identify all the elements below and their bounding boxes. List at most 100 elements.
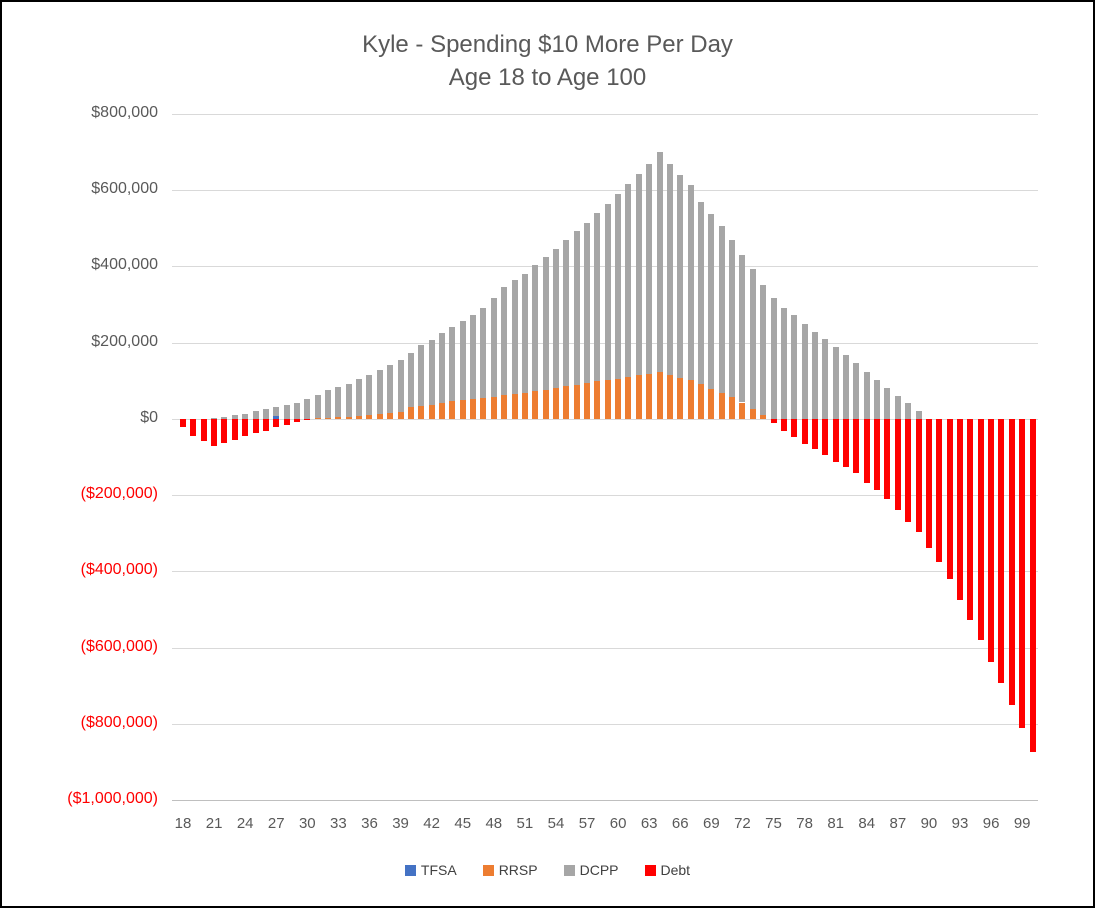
bar-age-85-dcpp [874, 379, 881, 419]
bar-age-76-debt [780, 418, 787, 432]
bar-age-36-dcpp [366, 374, 373, 416]
bar-age-28-dcpp [283, 405, 290, 419]
bar-age-27-debt [273, 418, 280, 428]
y-tick-label: $0 [140, 408, 158, 426]
x-tick-label: 66 [671, 815, 689, 832]
bar-age-98-debt [1008, 418, 1015, 705]
gridline [172, 571, 1038, 573]
legend-item-tfsa: TFSA [404, 862, 457, 878]
x-tick-label: 96 [982, 815, 1000, 832]
bar-age-34-dcpp [345, 383, 352, 417]
x-tick-label: 18 [174, 815, 192, 832]
bar-age-36-rrsp [366, 415, 373, 419]
bar-age-83-debt [853, 418, 860, 474]
y-tick-label: ($600,000) [80, 637, 158, 655]
x-tick-label: 54 [547, 815, 565, 832]
bar-age-68-rrsp [698, 383, 704, 419]
legend-item-dcpp: DCPP [563, 862, 619, 878]
bar-age-90-debt [925, 418, 932, 549]
x-tick-label: 51 [516, 815, 534, 832]
legend: TFSA RRSP DCPP Debt [2, 862, 1093, 878]
x-tick-label: 30 [298, 815, 316, 832]
gridline [172, 190, 1038, 192]
gridline [172, 418, 1038, 420]
bar-age-74-rrsp [760, 415, 767, 419]
bar-age-93-debt [957, 418, 963, 600]
bar-age-95-debt [977, 418, 984, 640]
bar-age-70-dcpp [718, 226, 725, 393]
bar-age-19-debt [190, 418, 197, 436]
y-tick-label: ($800,000) [80, 713, 158, 731]
legend-label: RRSP [498, 862, 538, 878]
bar-age-25-debt [252, 418, 259, 433]
gridline [172, 114, 1038, 115]
bar-age-29-debt [293, 418, 300, 422]
bar-age-30-debt [304, 418, 311, 421]
bar-age-45-rrsp [459, 399, 466, 419]
y-tick-label: $400,000 [91, 256, 158, 274]
bar-age-34-rrsp [345, 416, 352, 419]
bar-age-54-rrsp [552, 387, 559, 419]
bar-age-60-dcpp [615, 193, 622, 380]
bar-age-32-dcpp [325, 389, 332, 418]
bar-age-33-rrsp [335, 417, 342, 419]
bar-age-42-rrsp [428, 404, 435, 419]
x-tick-label: 60 [609, 815, 627, 832]
bar-age-68-dcpp [698, 202, 704, 384]
x-tick-label: 27 [267, 815, 285, 832]
bar-age-45-dcpp [459, 320, 466, 400]
bar-age-27-tfsa [273, 415, 280, 419]
bar-age-62-dcpp [635, 173, 642, 376]
bar-age-56-rrsp [573, 384, 580, 419]
bar-age-50-dcpp [511, 280, 518, 394]
bar-age-38-rrsp [387, 413, 394, 419]
bar-age-63-rrsp [646, 373, 653, 419]
x-axis-labels: 18 21 24 27 30 33 36 39 42 45 48 51 54 57 60 63 66 69 72 75… [172, 815, 1038, 837]
bar-age-76-dcpp [780, 307, 787, 419]
bar-age-53-dcpp [542, 256, 549, 390]
bar-age-51-dcpp [521, 273, 528, 393]
bar-age-31-dcpp [314, 394, 321, 419]
bar-age-71-dcpp [729, 240, 736, 397]
x-tick-label: 93 [951, 815, 969, 832]
x-tick-label: 33 [330, 815, 347, 832]
bar-age-65-dcpp [666, 163, 673, 375]
bar-age-88-debt [905, 418, 912, 522]
bar-age-29-dcpp [293, 402, 300, 419]
bar-age-61-dcpp [625, 183, 632, 377]
bar-age-40-dcpp [407, 352, 414, 408]
bar-age-81-debt [832, 418, 839, 462]
bar-age-47-rrsp [480, 397, 487, 419]
x-tick-label: 87 [889, 815, 907, 832]
bar-age-60-rrsp [615, 379, 622, 419]
bar-age-22-dcpp [221, 416, 228, 419]
gridline [172, 800, 1038, 801]
bar-age-37-dcpp [376, 370, 383, 414]
x-tick-label: 90 [920, 815, 938, 832]
x-tick-label: 84 [858, 815, 876, 832]
bar-age-43-dcpp [439, 333, 445, 404]
legend-item-debt: Debt [644, 862, 690, 878]
bar-age-48-rrsp [490, 396, 497, 419]
bar-age-92-debt [946, 418, 953, 579]
bar-age-75-dcpp [770, 297, 777, 419]
bar-age-74-dcpp [760, 284, 767, 416]
legend-label: TFSA [420, 862, 457, 878]
bar-age-55-rrsp [563, 386, 570, 419]
bar-age-82-dcpp [843, 354, 850, 419]
x-tick-label: 39 [392, 815, 409, 832]
x-tick-label: 72 [734, 815, 751, 832]
bar-age-55-dcpp [563, 240, 570, 387]
bar-age-50-rrsp [511, 393, 518, 419]
bar-age-31-rrsp [314, 418, 321, 419]
bar-age-35-dcpp [356, 379, 363, 417]
bar-age-62-rrsp [635, 375, 642, 419]
bar-age-41-rrsp [418, 405, 425, 419]
legend-swatch-rrsp [482, 864, 494, 876]
chart-title-line1: Kyle - Spending $10 More Per Day [362, 31, 733, 58]
bar-age-21-debt [211, 418, 218, 446]
x-tick-label: 78 [796, 815, 813, 832]
bar-age-43-rrsp [439, 403, 445, 419]
bar-age-67-rrsp [687, 380, 694, 419]
